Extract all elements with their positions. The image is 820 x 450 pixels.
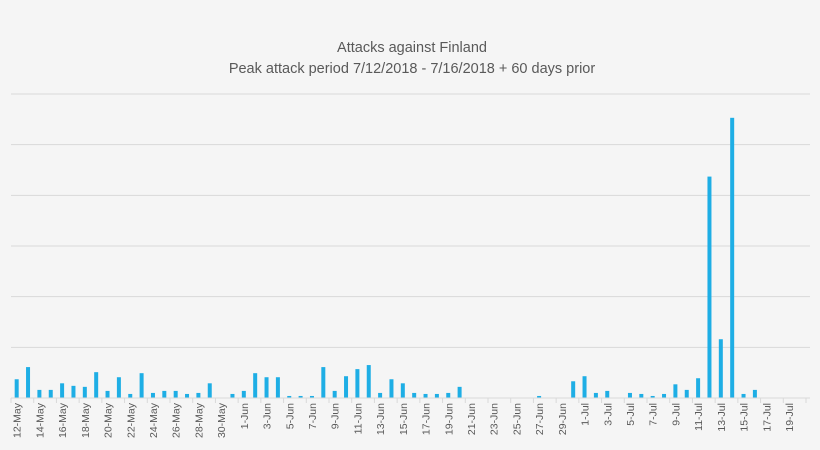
- x-tick-label: 20-May: [103, 402, 115, 438]
- bar: [571, 381, 576, 398]
- x-tick-label: 9-Jun: [330, 403, 342, 429]
- bar: [662, 393, 667, 398]
- bar: [264, 377, 269, 398]
- bar: [196, 392, 201, 398]
- bar: [139, 373, 144, 398]
- bar: [650, 395, 655, 398]
- bar: [173, 390, 178, 398]
- bar: [332, 390, 337, 398]
- bar: [37, 389, 42, 398]
- x-tick-label: 22-May: [125, 402, 137, 438]
- x-tick-label: 25-Jun: [511, 403, 523, 435]
- bar: [26, 367, 31, 398]
- bar: [162, 390, 167, 398]
- bar: [94, 372, 99, 398]
- bar: [741, 393, 746, 398]
- x-tick-label: 11-Jun: [352, 403, 364, 434]
- bar: [287, 395, 292, 398]
- x-tick-label: 13-Jul: [716, 403, 728, 432]
- x-tick-label: 13-Jun: [375, 403, 387, 435]
- bar: [457, 386, 462, 398]
- bar: [298, 395, 303, 398]
- chart-subtitle: Peak attack period 7/12/2018 - 7/16/2018…: [229, 61, 596, 77]
- x-tick-label: 1-Jul: [580, 403, 592, 426]
- bar: [14, 379, 19, 398]
- bar: [82, 386, 87, 398]
- bar: [639, 393, 644, 398]
- bar: [105, 390, 110, 398]
- x-tick-label: 14-May: [34, 402, 46, 438]
- x-tick-label: 21-Jun: [466, 403, 478, 435]
- bar: [230, 393, 235, 398]
- bar: [605, 390, 610, 398]
- bars: [14, 117, 757, 399]
- bar: [707, 176, 712, 398]
- x-tick-label: 18-May: [80, 402, 92, 438]
- bar: [241, 390, 246, 398]
- bar: [730, 117, 735, 399]
- bar: [752, 389, 757, 398]
- bar: [116, 377, 121, 398]
- x-tick-label: 7-Jul: [648, 403, 660, 426]
- x-tick-label: 17-Jul: [761, 403, 773, 432]
- x-tick-label: 17-Jun: [421, 403, 433, 435]
- bar: [275, 377, 280, 398]
- bar: [434, 393, 439, 398]
- x-tick-label: 11-Jul: [693, 403, 705, 431]
- gridlines: [11, 93, 810, 348]
- bar: [128, 393, 133, 398]
- bar: [696, 378, 701, 398]
- x-tick-label: 24-May: [148, 402, 160, 438]
- bar: [423, 393, 428, 398]
- x-tick-label: 23-Jun: [489, 403, 501, 435]
- x-tick-label: 27-Jun: [534, 403, 546, 435]
- bar: [366, 365, 371, 398]
- bar: [684, 389, 689, 398]
- x-tick-label: 28-May: [193, 402, 205, 438]
- bar: [537, 395, 542, 398]
- bar: [71, 385, 76, 398]
- x-tick-label: 15-Jul: [739, 403, 751, 432]
- bar: [718, 339, 723, 398]
- bar: [321, 367, 326, 398]
- x-tick-label: 19-Jul: [784, 403, 796, 432]
- x-tick-label: 7-Jun: [307, 403, 319, 429]
- bar: [389, 379, 394, 398]
- bar: [593, 392, 598, 398]
- bar: [207, 383, 212, 398]
- bar: [309, 395, 314, 398]
- x-tick-label: 1-Jun: [239, 403, 251, 429]
- x-tick-label: 15-Jun: [398, 403, 410, 435]
- x-tick-label: 30-May: [216, 402, 228, 438]
- chart-title: Attacks against Finland: [337, 40, 487, 56]
- bar: [344, 376, 349, 398]
- bar: [150, 392, 155, 398]
- bar: [627, 392, 632, 398]
- bar: [48, 389, 53, 398]
- x-tick-label: 9-Jul: [670, 403, 682, 426]
- bar: [582, 376, 587, 398]
- bar: [400, 383, 405, 398]
- x-tick-label: 16-May: [57, 402, 69, 438]
- x-tick-label: 5-Jun: [284, 403, 296, 429]
- bar: [446, 392, 451, 398]
- x-axis: 12-May 14-May 16-May 18-May 20-May 22-May 24-M…: [10, 397, 810, 438]
- x-tick-label: 12-May: [12, 402, 24, 438]
- x-tick-label: 26-May: [171, 402, 183, 438]
- bar: [185, 393, 190, 398]
- bar: [673, 384, 678, 398]
- bar: [253, 373, 258, 398]
- bar: [355, 369, 360, 398]
- x-tick-label: 29-Jun: [557, 403, 569, 435]
- bar: [60, 383, 65, 398]
- x-tick-label: 5-Jul: [625, 403, 637, 426]
- bar: [378, 392, 383, 398]
- x-tick-label: 3-Jul: [602, 403, 614, 426]
- bar: [412, 392, 417, 398]
- x-tick-label: 3-Jun: [262, 403, 274, 429]
- x-tick-label: 19-Jun: [443, 403, 455, 435]
